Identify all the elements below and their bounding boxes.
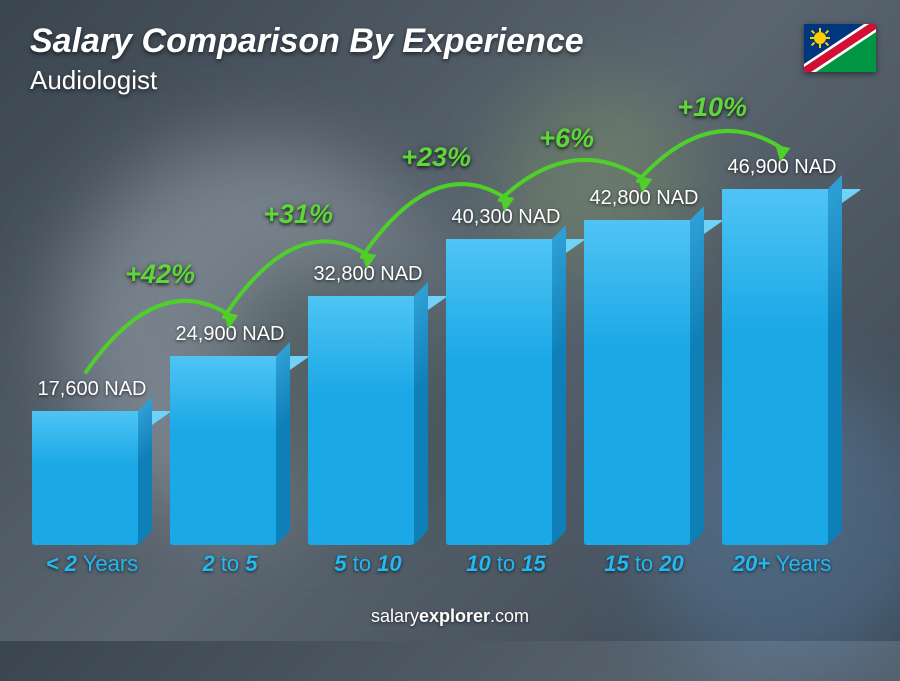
x-axis-label: < 2 Years	[32, 551, 152, 577]
bar	[722, 189, 842, 545]
bar-slot: 24,900 NAD	[170, 323, 290, 545]
x-axis-label: 10 to 15	[446, 551, 566, 577]
bar-value-label: 40,300 NAD	[452, 206, 561, 229]
bar-value-label: 46,900 NAD	[728, 156, 837, 179]
bar-value-label: 42,800 NAD	[590, 187, 699, 210]
x-axis-label: 5 to 10	[308, 551, 428, 577]
increase-pct-label: +6%	[539, 123, 594, 154]
header: Salary Comparison By Experience Audiolog…	[30, 22, 584, 96]
bar-value-label: 17,600 NAD	[38, 378, 147, 401]
bar	[584, 220, 704, 545]
bar-value-label: 24,900 NAD	[176, 323, 285, 346]
footer-bold: explorer	[419, 606, 490, 626]
footer-credit: salaryexplorer.com	[0, 606, 900, 627]
bar-slot: 46,900 NAD	[722, 156, 842, 545]
chart-subtitle: Audiologist	[30, 65, 584, 96]
bar-chart: 17,600 NAD 24,900 NAD 32,800 NAD 40,300 …	[24, 120, 850, 569]
x-axis-label: 15 to 20	[584, 551, 704, 577]
increase-pct-label: +23%	[401, 142, 471, 173]
footer-prefix: salary	[371, 606, 419, 626]
increase-pct-label: +10%	[677, 92, 747, 123]
increase-pct-label: +31%	[263, 199, 333, 230]
x-axis-label: 20+ Years	[722, 551, 842, 577]
bar	[170, 356, 290, 545]
chart-title: Salary Comparison By Experience	[30, 22, 584, 61]
bar	[32, 411, 152, 545]
footer-suffix: .com	[490, 606, 529, 626]
bar-value-label: 32,800 NAD	[314, 263, 423, 286]
bar-slot: 42,800 NAD	[584, 187, 704, 545]
increase-pct-label: +42%	[125, 259, 195, 290]
bar	[446, 239, 566, 545]
x-axis-label: 2 to 5	[170, 551, 290, 577]
bar-slot: 32,800 NAD	[308, 263, 428, 545]
flag-namibia-icon	[804, 24, 876, 72]
bar-slot: 40,300 NAD	[446, 206, 566, 545]
bar-slot: 17,600 NAD	[32, 378, 152, 545]
bar	[308, 296, 428, 545]
